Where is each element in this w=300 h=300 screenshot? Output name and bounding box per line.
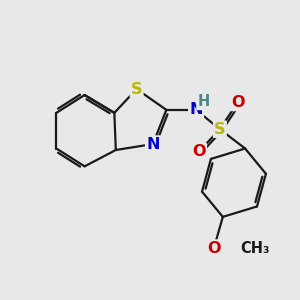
Text: H: H (197, 94, 210, 109)
Circle shape (194, 146, 204, 157)
Circle shape (148, 139, 158, 149)
Text: CH₃: CH₃ (241, 241, 270, 256)
Circle shape (131, 84, 142, 94)
Text: O: O (231, 95, 244, 110)
Text: S: S (214, 122, 226, 137)
Text: O: O (192, 144, 206, 159)
Circle shape (208, 243, 219, 254)
Text: N: N (189, 102, 203, 117)
Circle shape (191, 104, 201, 115)
Circle shape (232, 97, 243, 108)
Text: N: N (146, 136, 160, 152)
Circle shape (214, 124, 225, 134)
Text: S: S (131, 82, 142, 97)
Text: O: O (207, 241, 221, 256)
